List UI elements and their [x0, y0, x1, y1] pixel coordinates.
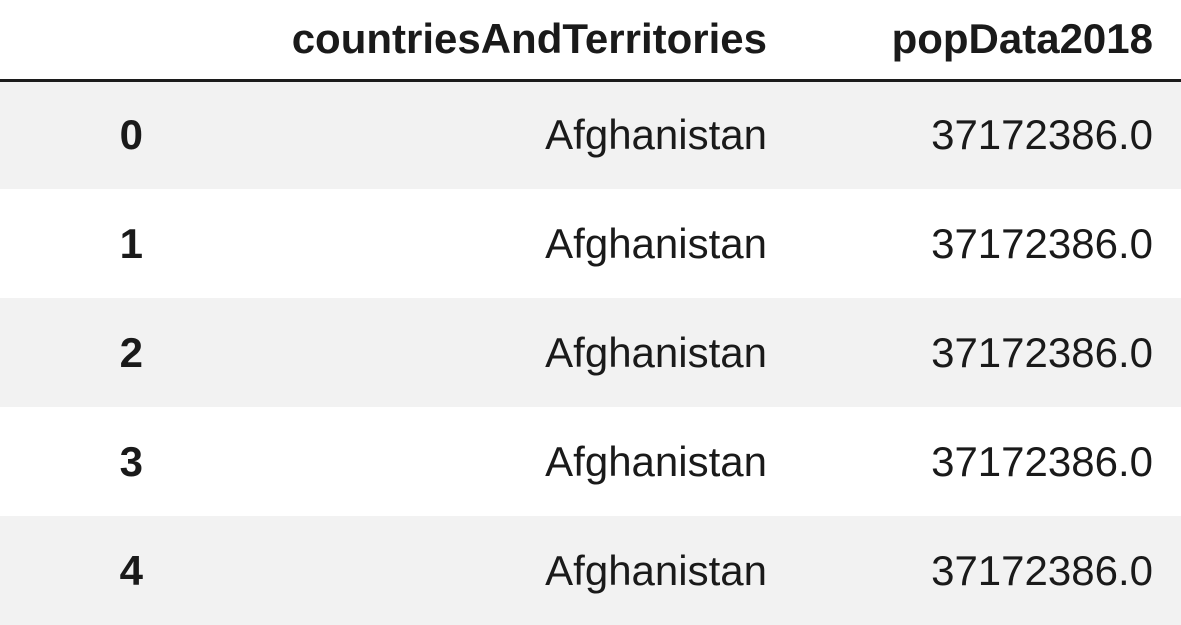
population-cell: 37172386.0 — [931, 328, 1153, 376]
row-index: 2 — [119, 328, 143, 376]
row-index: 3 — [119, 437, 143, 485]
column-header-popdata: popData2018 — [795, 0, 1181, 82]
table-row: 0 Afghanistan 37172386.0 — [0, 80, 1181, 189]
country-cell: Afghanistan — [545, 437, 767, 485]
population-cell: 37172386.0 — [931, 111, 1153, 159]
country-cell: Afghanistan — [545, 328, 767, 376]
table-row: 4 Afghanistan 37172386.0 — [0, 516, 1181, 625]
population-cell: 37172386.0 — [931, 219, 1153, 267]
population-cell: 37172386.0 — [931, 437, 1153, 485]
row-index: 1 — [119, 219, 143, 267]
table-body: 0 Afghanistan 37172386.0 1 Afghanistan 3… — [0, 80, 1181, 625]
table-row: 2 Afghanistan 37172386.0 — [0, 298, 1181, 407]
table-row: 1 Afghanistan 37172386.0 — [0, 189, 1181, 298]
row-index: 0 — [119, 111, 143, 159]
population-cell: 37172386.0 — [931, 546, 1153, 594]
column-header-countries: countriesAndTerritories — [165, 0, 795, 82]
table-header: countriesAndTerritories popData2018 — [0, 0, 1181, 82]
index-header-cell — [0, 0, 165, 82]
header-row: countriesAndTerritories popData2018 — [0, 0, 1181, 82]
country-cell: Afghanistan — [545, 111, 767, 159]
country-cell: Afghanistan — [545, 219, 767, 267]
country-cell: Afghanistan — [545, 546, 767, 594]
table-row: 3 Afghanistan 37172386.0 — [0, 407, 1181, 516]
row-index: 4 — [119, 546, 143, 594]
